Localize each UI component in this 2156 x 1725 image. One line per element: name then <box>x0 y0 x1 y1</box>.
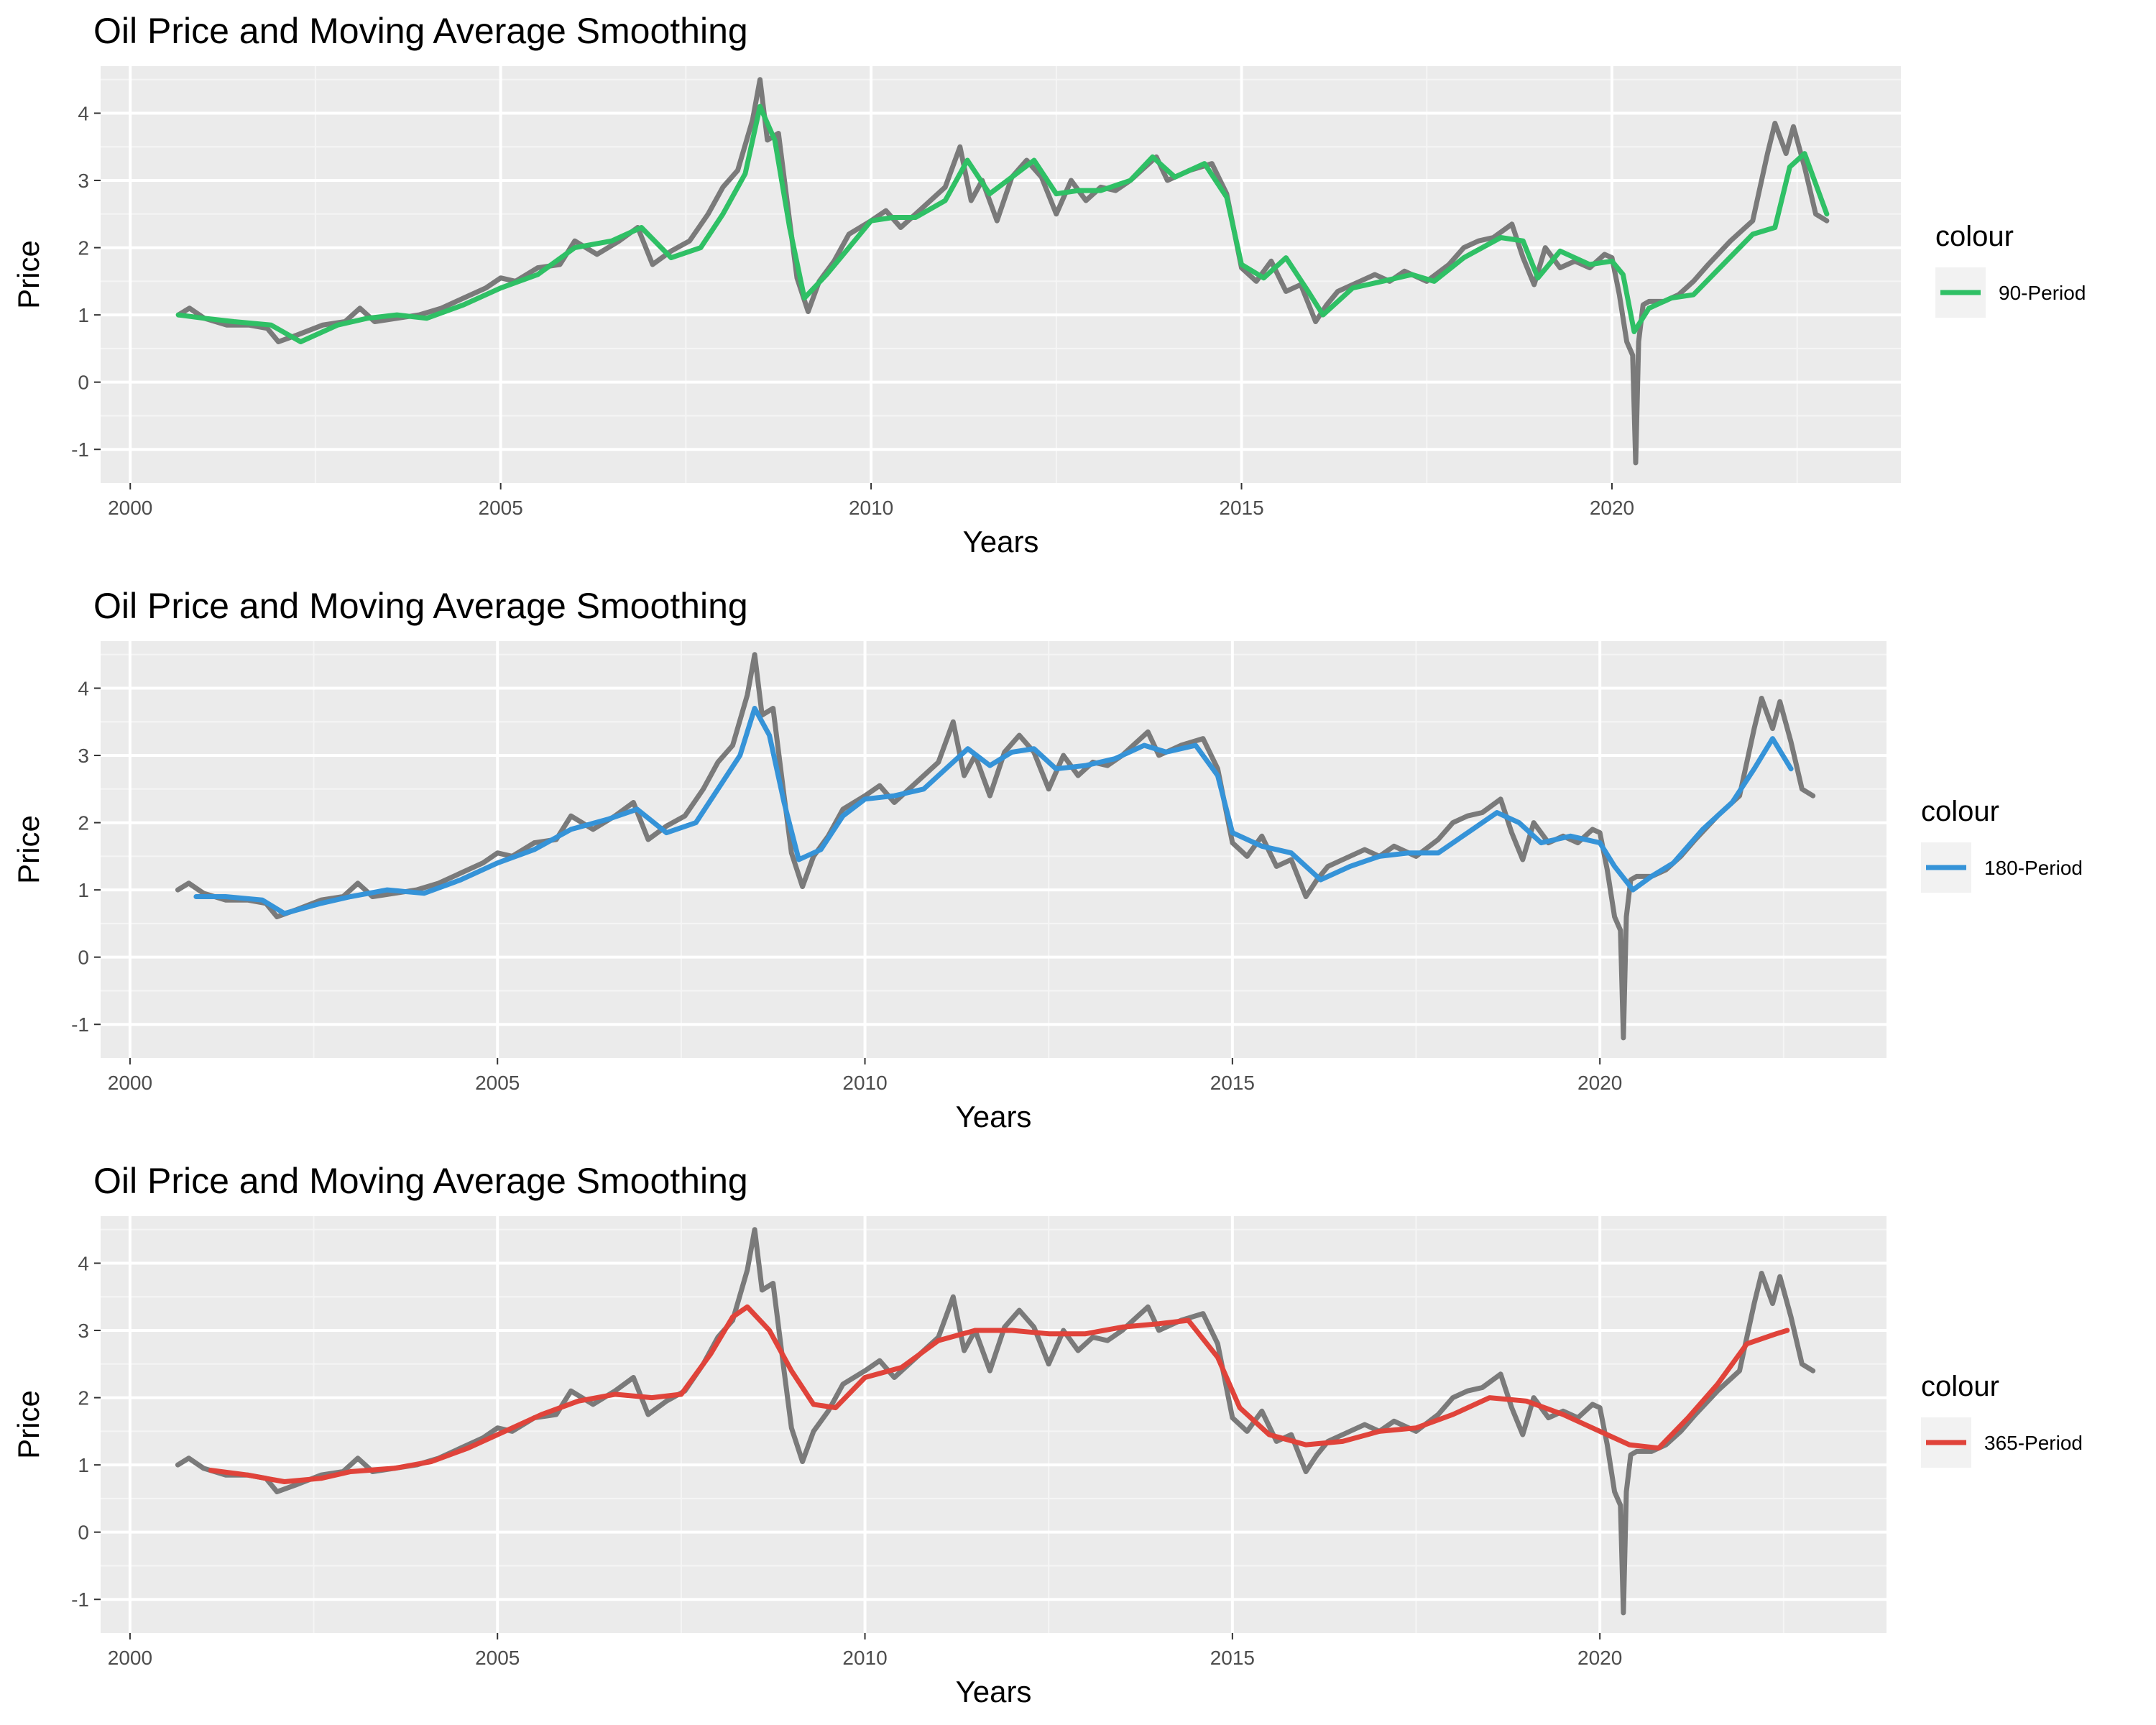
moving-average-line <box>193 706 1794 916</box>
chart-svg: Oil Price and Moving Average Smoothing -1… <box>11 11 2086 558</box>
y-axis-title: Price <box>11 1390 45 1459</box>
legend-label: 365-Period <box>1984 1432 2083 1454</box>
y-tick-label: 3 <box>78 170 89 192</box>
y-tick-label: 0 <box>78 372 89 394</box>
chart-title: Oil Price and Moving Average Smoothing <box>93 11 748 51</box>
y-tick-label: -1 <box>71 1013 89 1036</box>
x-tick-label: 2000 <box>108 1647 152 1669</box>
plot-background <box>101 66 1901 483</box>
y-tick-label: 4 <box>78 677 89 699</box>
y-tick-label: -1 <box>71 1588 89 1611</box>
x-axis-title: Years <box>956 1675 1032 1708</box>
y-tick-label: 4 <box>78 1252 89 1274</box>
chart-title: Oil Price and Moving Average Smoothing <box>93 1161 748 1201</box>
y-tick-label: 1 <box>78 879 89 901</box>
x-tick-label: 2000 <box>108 497 152 519</box>
price-series-line <box>175 77 1830 466</box>
chart-panel-3: Oil Price and Moving Average Smoothing -1… <box>0 1150 2156 1725</box>
y-tick-label: 1 <box>78 304 89 326</box>
y-tick-label: 3 <box>78 745 89 767</box>
x-tick-label: 2020 <box>1590 497 1634 519</box>
x-tick-label: 2010 <box>842 1072 887 1094</box>
chart-svg: Oil Price and Moving Average Smoothing -1… <box>11 586 2083 1133</box>
x-tick-label: 2005 <box>475 1072 520 1094</box>
x-tick-label: 2020 <box>1577 1072 1622 1094</box>
y-tick-label: 2 <box>78 237 89 259</box>
y-tick-label: 1 <box>78 1454 89 1476</box>
y-tick-label: 0 <box>78 947 89 969</box>
legend-label: 180-Period <box>1984 857 2083 879</box>
legend-title: colour <box>1921 796 1999 827</box>
legend-title: colour <box>1935 221 2014 252</box>
x-axis-title: Years <box>956 1100 1032 1133</box>
y-tick-label: 3 <box>78 1320 89 1342</box>
x-tick-label: 2005 <box>479 497 523 519</box>
x-tick-label: 2015 <box>1210 1647 1255 1669</box>
y-axis-title: Price <box>11 240 45 309</box>
x-tick-label: 2015 <box>1219 497 1263 519</box>
y-tick-label: 4 <box>78 102 89 124</box>
x-tick-label: 2010 <box>849 497 893 519</box>
chart-svg: Oil Price and Moving Average Smoothing -1… <box>11 1161 2083 1708</box>
y-axis-title: Price <box>11 815 45 884</box>
x-tick-label: 2020 <box>1577 1647 1622 1669</box>
legend-title: colour <box>1921 1371 1999 1402</box>
plot-background <box>101 641 1886 1058</box>
chart-panel-1: Oil Price and Moving Average Smoothing -1… <box>0 0 2156 575</box>
price-series-line <box>175 652 1816 1041</box>
chart-title: Oil Price and Moving Average Smoothing <box>93 586 748 626</box>
chart-panel-2: Oil Price and Moving Average Smoothing -1… <box>0 575 2156 1150</box>
plot-background <box>101 1216 1886 1633</box>
x-tick-label: 2000 <box>108 1072 152 1094</box>
y-tick-label: 2 <box>78 812 89 834</box>
y-tick-label: -1 <box>71 438 89 461</box>
y-tick-label: 0 <box>78 1522 89 1544</box>
legend-label: 90-Period <box>1999 282 2086 304</box>
x-tick-label: 2010 <box>842 1647 887 1669</box>
moving-average-line <box>175 104 1830 344</box>
y-tick-label: 2 <box>78 1387 89 1409</box>
moving-average-line <box>208 1304 1790 1484</box>
x-tick-label: 2015 <box>1210 1072 1255 1094</box>
x-axis-title: Years <box>963 525 1039 558</box>
x-tick-label: 2005 <box>475 1647 520 1669</box>
